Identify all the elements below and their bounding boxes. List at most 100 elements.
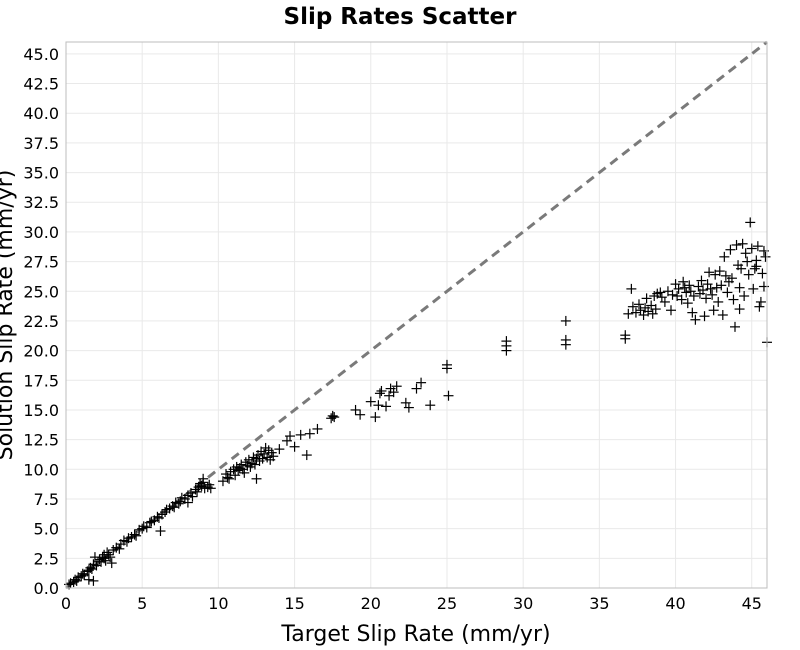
data-point <box>749 263 760 274</box>
data-point <box>630 307 641 318</box>
data-point <box>370 412 381 423</box>
data-point <box>682 298 693 309</box>
data-point <box>105 552 116 563</box>
x-tick-label: 30 <box>513 594 533 613</box>
y-tick-label: 12.5 <box>23 431 59 450</box>
y-tick-label: 7.5 <box>34 490 59 509</box>
data-point <box>716 280 727 291</box>
data-point <box>699 311 710 322</box>
y-tick-label: 37.5 <box>23 134 59 153</box>
data-point <box>304 428 315 439</box>
y-tick-label: 15.0 <box>23 401 59 420</box>
data-point <box>251 473 262 484</box>
data-point <box>103 549 114 560</box>
data-point <box>734 304 745 315</box>
data-point <box>289 441 300 452</box>
data-point <box>381 401 392 412</box>
y-tick-label: 27.5 <box>23 253 59 272</box>
data-point <box>708 305 719 316</box>
x-tick-label: 10 <box>208 594 228 613</box>
data-point <box>690 314 701 325</box>
data-point <box>641 293 652 304</box>
chart-title: Slip Rates Scatter <box>284 4 518 30</box>
y-tick-label: 0.0 <box>34 579 59 598</box>
data-point <box>673 283 684 294</box>
data-point <box>643 306 654 317</box>
data-point <box>285 431 296 442</box>
data-point <box>365 396 376 407</box>
data-point <box>714 266 725 277</box>
data-point <box>681 287 692 298</box>
data-point <box>620 330 631 341</box>
data-point <box>224 473 235 484</box>
data-point <box>274 444 285 455</box>
y-tick-label: 30.0 <box>23 223 59 242</box>
data-point <box>711 282 722 293</box>
data-point <box>684 280 695 291</box>
data-point <box>257 453 268 464</box>
data-point <box>720 270 731 281</box>
x-axis-label: Target Slip Rate (mm/yr) <box>280 622 550 647</box>
y-tick-labels: 0.0 2.5 5.0 7.5 10.0 12.5 15.0 17.5 20.0 22.5 25.0… <box>23 45 59 598</box>
data-point <box>403 402 414 413</box>
reference-line-layer <box>65 40 768 590</box>
y-tick-label: 35.0 <box>23 164 59 183</box>
data-point <box>144 517 155 528</box>
data-point <box>627 301 638 312</box>
data-point <box>131 530 142 541</box>
data-point <box>740 248 751 259</box>
data-point <box>736 263 747 274</box>
data-point <box>155 526 166 537</box>
data-point <box>633 299 644 310</box>
data-point <box>737 238 748 249</box>
y-tick-label: 45.0 <box>23 45 59 64</box>
y-axis-label: Solution Slip Rate (mm/yr) <box>0 170 18 461</box>
data-point <box>650 304 661 315</box>
data-point <box>114 543 125 554</box>
data-point <box>560 334 571 345</box>
data-point <box>722 287 733 298</box>
data-point <box>688 291 699 302</box>
data-point <box>173 498 184 509</box>
data-point <box>687 307 698 318</box>
data-point <box>388 387 399 398</box>
data-point <box>757 268 768 279</box>
x-tick-label: 35 <box>589 594 609 613</box>
y-tick-label: 10.0 <box>23 460 59 479</box>
x-tick-label: 5 <box>137 594 147 613</box>
data-point <box>731 239 742 250</box>
data-point <box>301 450 312 461</box>
data-point <box>752 241 763 252</box>
grid-lines <box>65 42 767 589</box>
data-point <box>83 574 94 585</box>
data-point <box>742 256 753 267</box>
data-point <box>416 377 427 388</box>
data-point <box>748 283 759 294</box>
data-point <box>697 285 708 296</box>
data-point <box>676 294 687 305</box>
data-point <box>233 465 244 476</box>
data-point <box>719 251 730 262</box>
data-point <box>701 293 712 304</box>
data-point <box>560 315 571 326</box>
data-point <box>376 385 387 396</box>
plot-frame <box>65 41 768 589</box>
x-tick-label: 40 <box>665 594 685 613</box>
data-point <box>726 273 737 284</box>
data-point <box>626 283 637 294</box>
data-point <box>268 451 279 462</box>
data-point <box>411 383 422 394</box>
y-tick-label: 25.0 <box>23 282 59 301</box>
data-point <box>665 305 676 316</box>
data-point <box>312 423 323 434</box>
x-tick-label: 45 <box>742 594 762 613</box>
data-point <box>729 321 740 332</box>
data-point <box>129 529 140 540</box>
y-tick-label: 40.0 <box>23 104 59 123</box>
data-point <box>725 244 736 255</box>
x-tick-labels: 0 5 10 15 20 25 30 35 40 45 <box>61 594 762 613</box>
data-point <box>106 558 117 569</box>
data-point <box>755 296 766 307</box>
y-tick-label: 17.5 <box>23 371 59 390</box>
